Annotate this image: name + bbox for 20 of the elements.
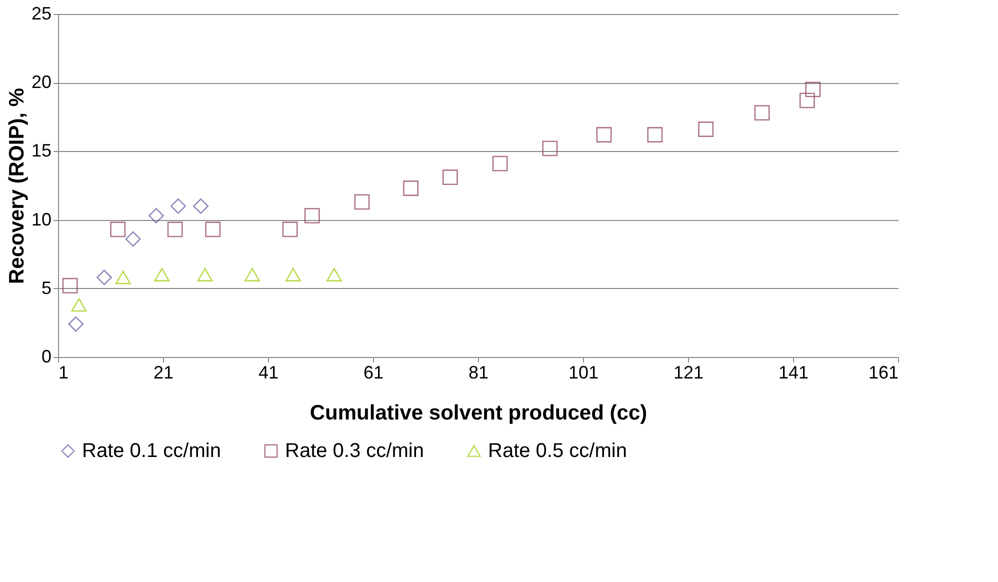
y-tick-label: 5 [41, 278, 52, 298]
x-tick-label: 121 [673, 362, 704, 382]
y-tick-label: 20 [31, 72, 52, 92]
y-tick-label: 15 [31, 140, 52, 161]
x-axis-title: Cumulative solvent produced (cc) [310, 402, 648, 424]
x-tick-label: 161 [868, 362, 898, 382]
y-tick-label: 0 [41, 346, 52, 366]
y-axis-title: Recovery (ROIP), % [5, 88, 28, 284]
legend-label: Rate 0.5 cc/min [488, 440, 627, 462]
x-tick-label: 1 [58, 362, 69, 382]
y-tick-label: 25 [31, 4, 52, 24]
x-tick-label: 81 [468, 362, 489, 382]
x-tick-label: 101 [568, 362, 599, 382]
x-tick-label: 41 [258, 362, 279, 382]
x-tick-label: 61 [363, 362, 384, 382]
legend-label: Rate 0.1 cc/min [82, 440, 221, 462]
y-tick-label: 10 [31, 209, 52, 230]
x-tick-label: 21 [153, 362, 174, 382]
x-tick-label: 141 [778, 362, 809, 382]
legend-label: Rate 0.3 cc/min [285, 440, 424, 462]
